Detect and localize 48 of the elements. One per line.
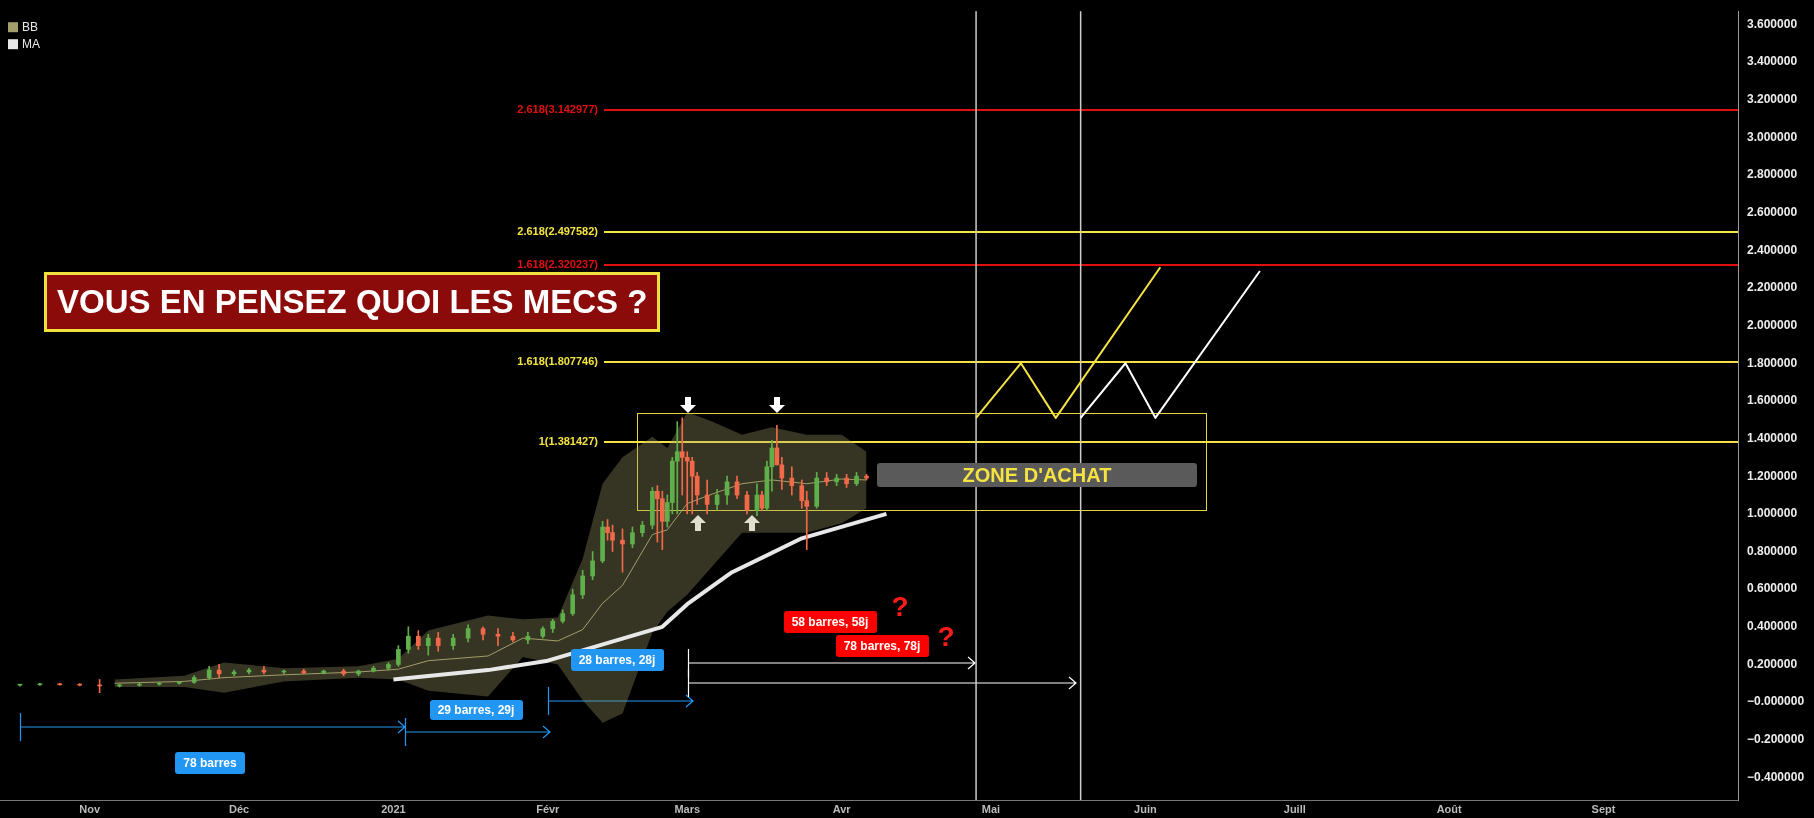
y-tick-label: 1.000000: [1747, 506, 1798, 521]
y-tick-label: 0.600000: [1747, 581, 1798, 596]
legend-label: BB: [22, 19, 39, 34]
y-tick-label: 1.800000: [1747, 355, 1798, 370]
text: VOUS EN PENSEZ QUOI LES MECS ?: [44, 272, 661, 332]
x-tick-label: 2021: [381, 802, 406, 815]
y-tick-label: 1.400000: [1747, 430, 1798, 445]
annotation: ?: [891, 591, 909, 623]
ref-line-label: 2.618(3.142977): [517, 103, 599, 116]
x-tick-label: Avr: [832, 802, 852, 815]
annotation: 78 barres, 78j: [843, 639, 921, 653]
x-tick-label: Mai: [981, 802, 1001, 815]
x-tick-label: Août: [1436, 802, 1463, 815]
y-tick-label: 2.600000: [1747, 204, 1798, 219]
y-tick-label: 3.400000: [1747, 54, 1798, 69]
x-tick-label: Nov: [79, 802, 101, 815]
x-tick-label: Sept: [1591, 802, 1616, 815]
annotation: 58 barres, 58j: [791, 615, 869, 629]
x-tick-label: Juin: [1134, 802, 1157, 815]
y-tick-label: −0.400000: [1747, 769, 1805, 784]
x-tick-label: Févr: [536, 802, 561, 815]
y-tick-label: −0.000000: [1747, 694, 1805, 709]
y-tick-label: 3.200000: [1747, 91, 1798, 106]
x-tick-label: Déc: [228, 802, 250, 815]
ref-line-label: 1.618(1.807746): [517, 355, 599, 368]
annotation: ?: [937, 621, 955, 653]
y-tick-label: 1.600000: [1747, 393, 1798, 408]
y-tick-label: 2.800000: [1747, 167, 1798, 182]
annotation: 29 barres, 29j: [437, 703, 515, 717]
annotation: ZONE D'ACHAT: [962, 463, 1112, 487]
ref-line-label: 1.618(2.320237): [517, 258, 599, 271]
ref-line-label: 1(1.381427): [538, 435, 599, 448]
legend-label: MA: [22, 36, 40, 51]
y-tick-label: 3.600000: [1747, 16, 1798, 31]
y-tick-label: 0.800000: [1747, 543, 1798, 558]
ref-line-label: 2.618(2.497582): [517, 225, 599, 238]
y-tick-label: 2.200000: [1747, 280, 1798, 295]
y-tick-label: −0.200000: [1747, 732, 1805, 747]
y-tick-label: 2.400000: [1747, 242, 1798, 257]
x-tick-label: Mars: [674, 802, 701, 815]
x-tick-label: Juill: [1283, 802, 1306, 815]
y-tick-label: 0.400000: [1747, 619, 1798, 634]
y-tick-label: 0.200000: [1747, 656, 1798, 671]
y-tick-label: 1.200000: [1747, 468, 1798, 483]
y-tick-label: 3.000000: [1747, 129, 1798, 144]
annotation: 78 barres: [183, 756, 237, 770]
annotation: 28 barres, 28j: [578, 653, 656, 667]
y-tick-label: 2.000000: [1747, 317, 1798, 332]
